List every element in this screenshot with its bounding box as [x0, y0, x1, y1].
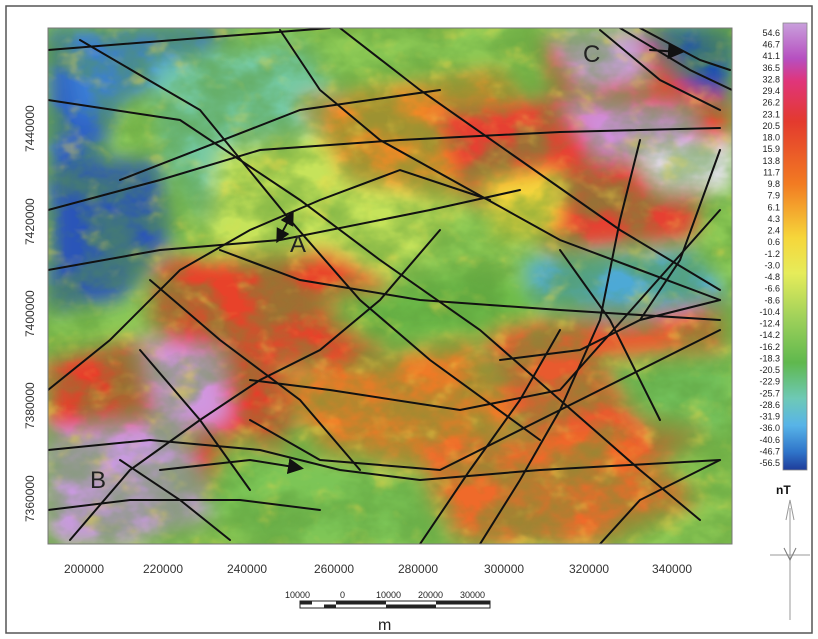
colorbar-tick-label: 54.6 — [762, 28, 780, 38]
colorbar-tick-label: -4.8 — [764, 272, 780, 282]
magnetic-anomaly-map — [48, 28, 732, 544]
colorbar-tick-label: 26.2 — [762, 98, 780, 108]
colorbar-ticks: 54.6 46.741.1 36.5 32.829.4 26.223.1 20.5 18.0… — [759, 28, 780, 468]
colorbar-tick-label: 13.8 — [762, 156, 780, 166]
x-axis: 200000 220000 240000 260000 280000 30000… — [64, 562, 692, 576]
label-c: C — [583, 41, 600, 68]
x-tick-220000: 220000 — [143, 562, 183, 576]
displacement-arrow-a — [276, 210, 294, 244]
colorbar: 54.6 46.741.1 36.5 32.829.4 26.223.1 20.5 18.0… — [759, 22, 808, 497]
colorbar-tick-label: 15.9 — [762, 144, 780, 154]
colorbar-tick-label: 7.9 — [767, 191, 780, 201]
colorbar-gradient — [782, 22, 808, 471]
x-tick-240000: 240000 — [227, 562, 267, 576]
colorbar-tick-label: -10.4 — [759, 307, 780, 317]
colorbar-tick-label: -22.9 — [759, 377, 780, 387]
colorbar-tick-label: -8.6 — [764, 295, 780, 305]
label-a: A — [290, 231, 306, 258]
scale-label-0: 10000 — [285, 590, 310, 600]
x-tick-200000: 200000 — [64, 562, 104, 576]
north-arrow — [770, 499, 810, 620]
lineaments — [48, 28, 732, 544]
colorbar-tick-label: -36.0 — [759, 423, 780, 433]
colorbar-unit: nT — [776, 483, 791, 497]
colorbar-tick-label: -3.0 — [764, 260, 780, 270]
colorbar-tick-label: 6.1 — [767, 202, 780, 212]
scale-label-3: 20000 — [418, 590, 443, 600]
x-tick-340000: 340000 — [652, 562, 692, 576]
colorbar-tick-label: -46.7 — [759, 446, 780, 456]
scale-unit: m — [378, 617, 391, 634]
colorbar-tick-label: 41.1 — [762, 51, 780, 61]
colorbar-tick-label: -25.7 — [759, 388, 780, 398]
colorbar-tick-label: -18.3 — [759, 353, 780, 363]
texture-yellow — [48, 28, 732, 544]
colorbar-tick-label: -12.4 — [759, 319, 780, 329]
colorbar-tick-label: 46.7 — [762, 40, 780, 50]
scale-label-4: 30000 — [460, 590, 485, 600]
y-tick-7360000: 7360000 — [23, 475, 37, 522]
colorbar-tick-label: 20.5 — [762, 121, 780, 131]
x-tick-280000: 280000 — [398, 562, 438, 576]
y-tick-7440000: 7440000 — [23, 105, 37, 152]
colorbar-tick-label: 4.3 — [767, 214, 780, 224]
colorbar-tick-label: 23.1 — [762, 109, 780, 119]
map-border — [47, 27, 733, 545]
colorbar-tick-label: 9.8 — [767, 179, 780, 189]
colorbar-tick-label: -56.5 — [759, 458, 780, 468]
y-axis: 7440000 7420000 7400000 7380000 7360000 — [23, 105, 37, 522]
colorbar-tick-label: -1.2 — [764, 249, 780, 259]
colorbar-tick-label: -31.9 — [759, 412, 780, 422]
colorbar-tick-label: 18.0 — [762, 133, 780, 143]
outer-border — [5, 5, 813, 634]
colorbar-tick-label: 32.8 — [762, 75, 780, 85]
colorbar-tick-label: 11.7 — [763, 168, 780, 178]
x-tick-300000: 300000 — [484, 562, 524, 576]
colorbar-tick-label: 29.4 — [762, 86, 780, 96]
scale-label-2: 10000 — [376, 590, 401, 600]
colorbar-tick-label: 36.5 — [762, 63, 780, 73]
y-tick-7400000: 7400000 — [23, 290, 37, 337]
colorbar-tick-label: -14.2 — [759, 330, 780, 340]
y-tick-7380000: 7380000 — [23, 382, 37, 429]
y-tick-7420000: 7420000 — [23, 198, 37, 245]
scale-bar: 10000 0 10000 20000 30000 m — [285, 590, 491, 634]
colorbar-tick-label: -40.6 — [759, 435, 780, 445]
colorbar-tick-label: 0.6 — [767, 237, 780, 247]
colorbar-tick-label: -20.5 — [759, 365, 780, 375]
colorbar-tick-label: -28.6 — [759, 400, 780, 410]
x-tick-320000: 320000 — [569, 562, 609, 576]
colorbar-tick-label: -6.6 — [764, 284, 780, 294]
x-tick-260000: 260000 — [314, 562, 354, 576]
label-b: B — [90, 467, 106, 494]
scale-label-1: 0 — [340, 590, 345, 600]
colorbar-tick-label: 2.4 — [767, 226, 780, 236]
colorbar-tick-label: -16.2 — [759, 342, 780, 352]
